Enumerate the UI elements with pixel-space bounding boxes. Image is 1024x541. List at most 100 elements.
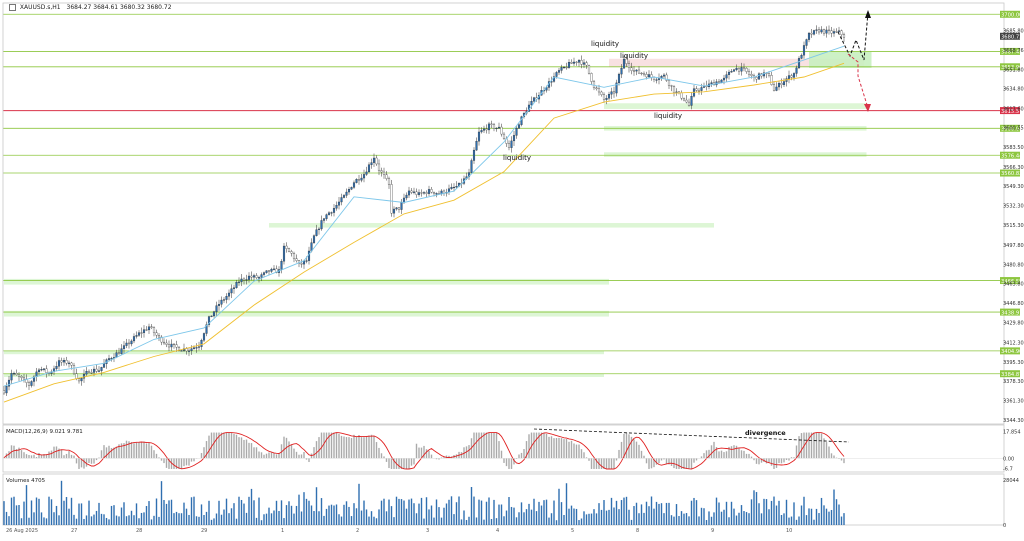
candle-body: [407, 190, 411, 196]
candle-body: [95, 368, 98, 372]
ma-slow-line: [3, 62, 845, 403]
candle-body: [292, 253, 296, 259]
candle-body: [372, 157, 376, 163]
level-tag-3700.00: 3700.00: [1001, 12, 1022, 18]
candle-body: [530, 101, 533, 106]
candle-body: [332, 208, 336, 213]
candle-body: [175, 344, 178, 348]
candle-body: [602, 94, 606, 100]
candle-body: [552, 76, 556, 82]
candle-body: [205, 324, 208, 334]
volume-layer: 28044 0 Volumes 4705: [3, 478, 1019, 529]
candle-body: [235, 282, 238, 288]
candle-body: [645, 74, 648, 78]
candle-body: [750, 74, 753, 76]
liquidity-label-1: liquidity: [620, 52, 648, 60]
candle-body: [187, 350, 191, 352]
candle-body: [417, 192, 421, 195]
candle-body: [595, 87, 598, 90]
candle-body: [700, 87, 703, 91]
candle-body: [110, 358, 113, 360]
candle-body: [365, 171, 368, 175]
candle-body: [487, 123, 491, 131]
level-tag-3600.04: 3600.04: [1001, 126, 1023, 132]
ma-fast-line: [3, 45, 845, 387]
candle-body: [300, 263, 303, 265]
candle-body: [617, 73, 621, 84]
candle-body: [72, 365, 76, 374]
candle-body: [402, 197, 406, 203]
candle-body: [260, 274, 263, 278]
candle-body: [405, 194, 408, 199]
candle-body: [610, 91, 613, 95]
candle-body: [155, 332, 158, 336]
level-tag-bg-3600.04: [1000, 124, 1020, 132]
zones-layer: [4, 51, 872, 377]
candle-body: [385, 174, 388, 179]
price-tick-3463.80: 3463.80: [1003, 282, 1024, 288]
time-tick-0: 26 Aug 2025: [6, 528, 38, 534]
candle-body: [135, 335, 138, 337]
arrow-up-icon: [865, 10, 871, 18]
candle-body: [507, 143, 511, 148]
candle-body: [777, 82, 781, 88]
candle-body: [475, 141, 478, 151]
candle-body: [40, 369, 43, 371]
candle-body: [612, 91, 616, 94]
candle-body: [285, 245, 288, 249]
candle-body: [312, 235, 316, 243]
time-tick-7: 4: [496, 528, 499, 534]
candle-body: [12, 373, 16, 375]
candle-body: [795, 67, 798, 74]
candle-body: [502, 133, 506, 140]
zone-liquidity-red-0: [609, 58, 864, 67]
price-tick-3685.80: 3685.80: [1003, 28, 1024, 34]
candle-body: [582, 62, 586, 65]
candle-body: [395, 207, 398, 210]
candle-body: [432, 192, 436, 194]
candle-body: [140, 332, 143, 334]
candle-body: [590, 73, 593, 82]
candle-body: [320, 220, 323, 230]
candle-body: [45, 368, 48, 374]
candle-body: [30, 381, 33, 386]
candle-body: [272, 268, 276, 270]
candle-body: [480, 130, 483, 133]
candle-body: [165, 342, 168, 345]
candle-body: [817, 29, 821, 33]
candle-body: [490, 123, 493, 125]
volume-tick-0: 0: [1003, 523, 1006, 529]
candle-body: [730, 71, 733, 73]
price-tick-3361.30: 3361.30: [1003, 399, 1024, 405]
candle-body: [565, 67, 568, 69]
candle-body: [410, 190, 413, 193]
candle-body: [532, 97, 536, 102]
candle-body: [247, 275, 251, 280]
time-axis-layer: 26 Aug 2025 27 28 29 1 2 3 4 5 8 9 10: [6, 528, 792, 534]
panel-frames: [2, 2, 1005, 526]
candle-body: [382, 171, 386, 175]
candle-body: [377, 163, 381, 171]
candle-body: [42, 368, 46, 370]
candle-body: [142, 329, 146, 333]
candle-body: [710, 82, 713, 85]
candle-body: [190, 348, 193, 351]
divergence-label: divergence: [745, 429, 786, 437]
candle-body: [800, 54, 803, 59]
candle-body: [720, 79, 723, 83]
candle-body: [427, 189, 431, 194]
candle-body: [137, 332, 141, 336]
candle-body: [357, 179, 361, 181]
candle-body: [587, 65, 591, 74]
candle-body: [295, 258, 298, 261]
candle-body: [160, 336, 163, 343]
candle-body: [477, 131, 481, 142]
candle-body: [472, 149, 476, 161]
candle-body: [325, 214, 328, 219]
level-tag-bg-3615.57: [1000, 107, 1020, 115]
candle-body: [577, 60, 581, 63]
candle-body: [615, 82, 618, 94]
candle-body: [400, 202, 403, 210]
